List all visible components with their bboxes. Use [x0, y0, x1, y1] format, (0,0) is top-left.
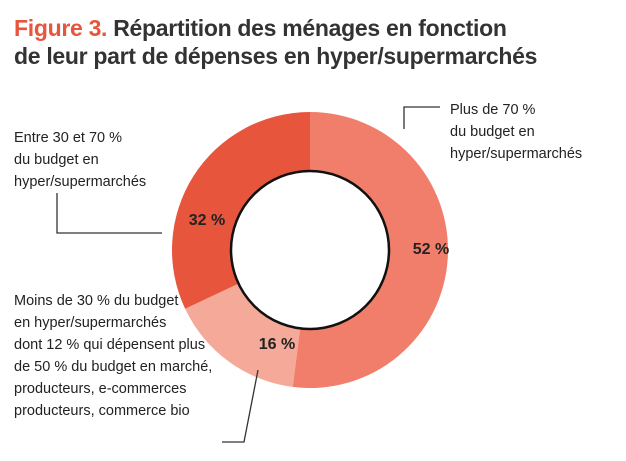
- donut-hole-outline: [229, 169, 391, 331]
- label-moins-30: Moins de 30 % du budget en hyper/superma…: [14, 293, 213, 419]
- figure-number: Figure 3.: [14, 15, 108, 41]
- data-label-16: 16 %: [259, 336, 295, 353]
- leader-line-plus-70: [403, 106, 440, 129]
- title-line-2: de leur part de dépenses en hyper/superm…: [14, 43, 538, 69]
- title-line-1: Répartition des ménages en fonction: [113, 15, 507, 41]
- chart-title: Figure 3. Répartition des ménages en fon…: [14, 14, 614, 70]
- data-label-52: 52 %: [413, 241, 449, 258]
- label-entre-30-70: Entre 30 et 70 % du budget en hyper/supe…: [14, 130, 147, 190]
- data-label-32: 32 %: [189, 212, 225, 229]
- donut-hole: [231, 171, 389, 329]
- leader-line-moins-30: [222, 369, 259, 443]
- leader-line-30-70: [56, 193, 162, 234]
- label-plus-70: Plus de 70 % du budget en hyper/supermar…: [450, 102, 583, 162]
